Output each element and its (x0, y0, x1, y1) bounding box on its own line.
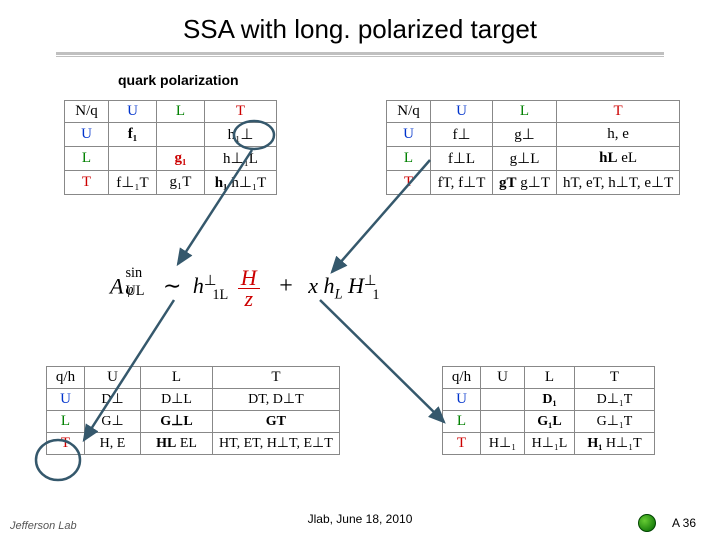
footer-page-number: A 36 (672, 516, 696, 530)
table-row-label: L (65, 147, 109, 171)
table-cell: D⊥₁T (575, 389, 655, 411)
table-header-cell: q/h (47, 367, 85, 389)
table-cell: H, E (85, 433, 141, 455)
table-cell (481, 389, 525, 411)
footer-center: Jlab, June 18, 2010 (0, 512, 720, 526)
table-cell: H⊥₁ (481, 433, 525, 455)
table-row-label: T (47, 433, 85, 455)
table-row-label: T (65, 171, 109, 195)
table-cell: GT (213, 411, 340, 433)
table-header-cell: L (157, 101, 205, 123)
table-header-cell: T (575, 367, 655, 389)
table-cell: DT, D⊥T (213, 389, 340, 411)
table-cell: hT, eT, h⊥T, e⊥T (557, 171, 680, 195)
table-row-label: L (47, 411, 85, 433)
table-cell (481, 411, 525, 433)
table-cell: g⊥ (493, 123, 557, 147)
subtitle-quark-polarization: quark polarization (118, 72, 239, 88)
table-header-cell: T (213, 367, 340, 389)
table-cell: h⊥₁L (205, 147, 277, 171)
table-cell: fT, f⊥T (431, 171, 493, 195)
table-cell: f⊥₁T (109, 171, 157, 195)
table-cell: HL EL (141, 433, 213, 455)
slide-title: SSA with long. polarized target (0, 14, 720, 45)
table-cell: D⊥ (85, 389, 141, 411)
table-header-cell: L (493, 101, 557, 123)
table-bottom_right: q/hULTUD₁D⊥₁TLG₁LG⊥₁TTH⊥₁H⊥₁LH₁ H⊥₁T (442, 366, 655, 455)
table-header-cell: q/h (443, 367, 481, 389)
slide-root: SSA with long. polarized target quark po… (0, 0, 720, 540)
table-header-cell: T (205, 101, 277, 123)
table-top_left: N/qULTUf₁h₁⊥Lg₁h⊥₁LTf⊥₁Tg₁Th₁ h⊥₁T (64, 100, 277, 195)
table-cell: G⊥L (141, 411, 213, 433)
logo-seal-icon (638, 514, 656, 532)
table-cell: HT, ET, H⊥T, E⊥T (213, 433, 340, 455)
table-header-cell: N/q (387, 101, 431, 123)
table-cell: G₁L (525, 411, 575, 433)
table-row-label: U (387, 123, 431, 147)
table-row-label: U (47, 389, 85, 411)
table-header-cell: U (85, 367, 141, 389)
table-header-cell: L (525, 367, 575, 389)
table-row-label: T (387, 171, 431, 195)
table-bottom_left: q/hULTUD⊥D⊥LDT, D⊥TLG⊥G⊥LGTTH, EHL ELHT,… (46, 366, 340, 455)
table-cell: H⊥₁L (525, 433, 575, 455)
table-cell: gT g⊥T (493, 171, 557, 195)
table-cell: g₁ (157, 147, 205, 171)
table-cell: g⊥L (493, 147, 557, 171)
table-cell (109, 147, 157, 171)
table-header-cell: U (481, 367, 525, 389)
table-cell: hL eL (557, 147, 680, 171)
table-header-cell: N/q (65, 101, 109, 123)
table-cell: g₁T (157, 171, 205, 195)
table-cell: G⊥ (85, 411, 141, 433)
table-cell: f⊥L (431, 147, 493, 171)
table-cell: H₁ H⊥₁T (575, 433, 655, 455)
table-header-cell: T (557, 101, 680, 123)
table-row-label: L (443, 411, 481, 433)
equation-asymmetry: Asin φUL ∼ h⊥1L H z + x hL H⊥1 (110, 268, 380, 309)
table-cell (157, 123, 205, 147)
title-underline (56, 52, 664, 58)
table-row-label: U (65, 123, 109, 147)
table-cell: h, e (557, 123, 680, 147)
table-cell: D₁ (525, 389, 575, 411)
table-cell: D⊥L (141, 389, 213, 411)
table-row-label: T (443, 433, 481, 455)
table-top_right: N/qULTUf⊥g⊥h, eLf⊥Lg⊥LhL eLTfT, f⊥TgT g⊥… (386, 100, 680, 195)
table-cell: h₁⊥ (205, 123, 277, 147)
table-row-label: L (387, 147, 431, 171)
table-header-cell: U (109, 101, 157, 123)
table-header-cell: L (141, 367, 213, 389)
table-row-label: U (443, 389, 481, 411)
table-cell: h₁ h⊥₁T (205, 171, 277, 195)
table-header-cell: U (431, 101, 493, 123)
table-cell: f⊥ (431, 123, 493, 147)
table-cell: f₁ (109, 123, 157, 147)
table-cell: G⊥₁T (575, 411, 655, 433)
